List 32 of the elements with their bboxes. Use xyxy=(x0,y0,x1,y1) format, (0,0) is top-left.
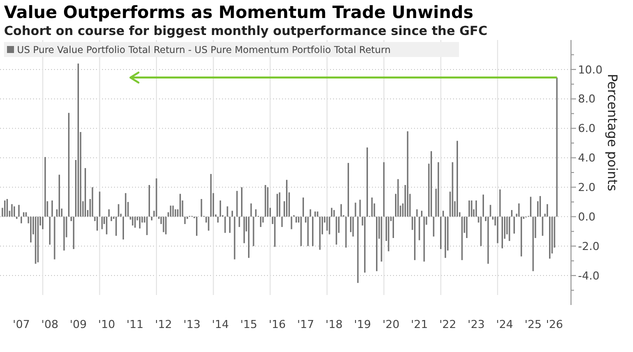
y-tick-label: 6.0 xyxy=(578,122,596,136)
y-tick-label: 2.0 xyxy=(578,181,596,194)
x-tick-label: '23 xyxy=(468,318,485,331)
chart-title: Value Outperforms as Momentum Trade Unwinds xyxy=(4,3,474,23)
y-axis-title: Percentage points xyxy=(604,74,619,192)
x-tick-label: '21 xyxy=(410,318,428,331)
x-tick-label: '25 xyxy=(524,318,542,331)
x-tick-label: '08 xyxy=(41,318,58,331)
chart-subtitle: Cohort on course for biggest monthly outperformance since the GFC xyxy=(4,23,488,38)
x-tick-label: '17 xyxy=(297,318,314,331)
x-tick-label: '14 xyxy=(212,318,229,331)
y-tick-label: 0.0 xyxy=(578,210,596,224)
x-tick-label: '18 xyxy=(326,318,343,331)
x-tick-label: '09 xyxy=(70,318,87,331)
x-tick-label: '26 xyxy=(546,318,564,331)
x-tick-label: '19 xyxy=(354,318,371,331)
x-tick-label: '13 xyxy=(183,318,200,331)
y-tick-label: -4.0 xyxy=(578,269,600,282)
x-tick-label: '11 xyxy=(126,318,144,331)
x-tick-label: '20 xyxy=(382,318,400,331)
y-tick-label: 4.0 xyxy=(578,152,596,165)
x-tick-label: '12 xyxy=(155,318,172,331)
x-tick-label: '22 xyxy=(439,318,456,331)
y-tick-label: -2.0 xyxy=(578,240,600,253)
y-tick-label: 8.0 xyxy=(578,92,596,106)
x-tick-label: '24 xyxy=(496,318,514,331)
y-tick-label: 10.0 xyxy=(578,63,602,76)
legend-label: US Pure Value Portfolio Total Return - US Pure Momentum Portfolio Total Return xyxy=(17,45,391,56)
x-tick-label: '10 xyxy=(98,318,116,331)
x-tick-label: '15 xyxy=(240,318,258,331)
x-tick-label: '16 xyxy=(268,318,286,331)
x-tick-label: '07 xyxy=(12,318,30,331)
